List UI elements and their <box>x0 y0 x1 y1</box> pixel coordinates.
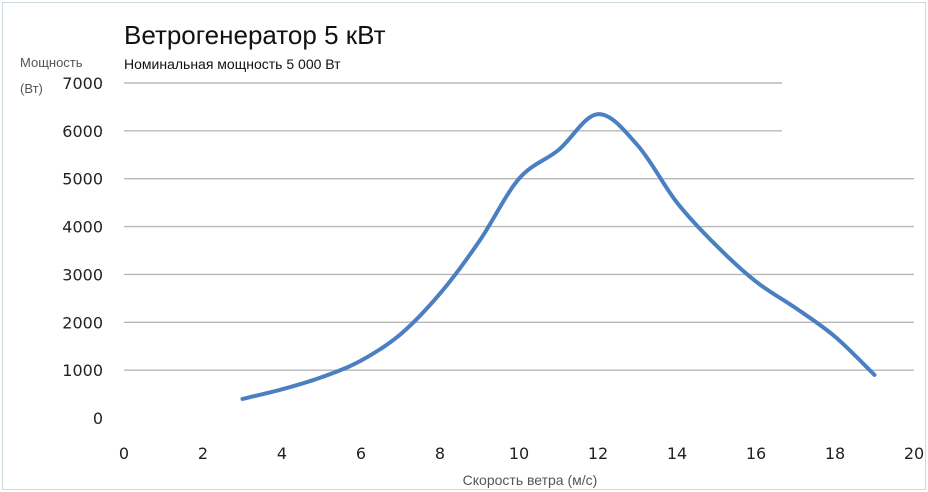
y-tick-label-2000: 2000 <box>62 313 103 332</box>
y-axis-label: Мощность (Вт) <box>20 50 83 102</box>
chart-subtitle: Номинальная мощность 5 000 Вт <box>124 56 341 72</box>
x-tick-label-20: 20 <box>904 444 924 463</box>
x-tick-label-2: 2 <box>198 444 208 463</box>
y-axis-label-line-2: (Вт) <box>20 81 43 96</box>
x-tick-label-16: 16 <box>746 444 766 463</box>
y-tick-label-7000: 7000 <box>62 74 103 93</box>
x-tick-label-6: 6 <box>356 444 366 463</box>
y-tick-label-5000: 5000 <box>62 170 103 189</box>
series-line-0 <box>240 112 877 401</box>
x-tick-label-0: 0 <box>119 444 129 463</box>
x-tick-label-8: 8 <box>435 444 445 463</box>
y-tick-label-6000: 6000 <box>62 122 103 141</box>
x-tick-label-14: 14 <box>667 444 687 463</box>
x-tick-label-12: 12 <box>588 444 608 463</box>
y-tick-label-1000: 1000 <box>62 361 103 380</box>
chart-title: Ветрогенератор 5 кВт <box>124 20 386 50</box>
y-axis-label-line-1: Мощность <box>20 55 83 70</box>
x-tick-label-10: 10 <box>509 444 529 463</box>
x-tick-label-4: 4 <box>277 444 287 463</box>
y-tick-label-4000: 4000 <box>62 218 103 237</box>
x-axis-label: Скорость ветра (м/с) <box>462 472 598 488</box>
x-tick-label-18: 18 <box>825 444 845 463</box>
y-tick-label-3000: 3000 <box>62 265 103 284</box>
y-tick-label-0: 0 <box>93 409 103 428</box>
